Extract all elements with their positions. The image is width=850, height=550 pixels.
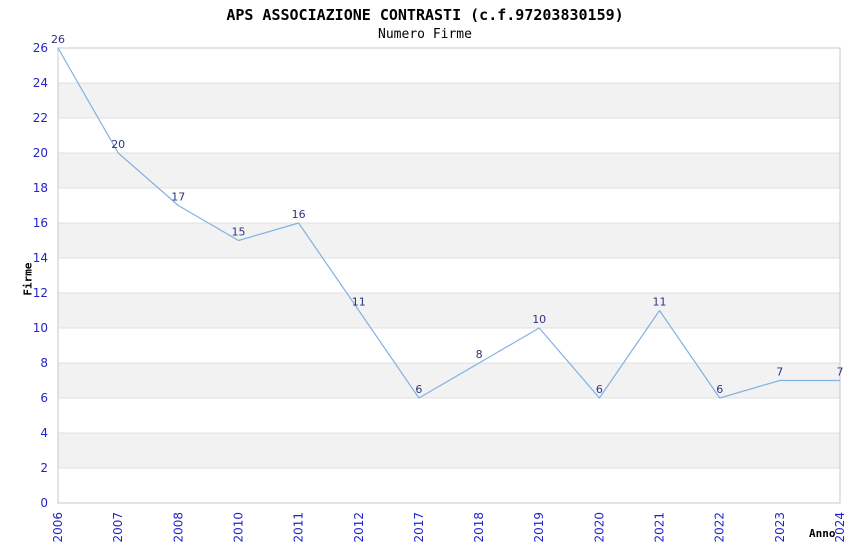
x-tick-label: 2010	[231, 512, 245, 543]
x-tick-label: 2011	[292, 512, 306, 543]
plot-border	[57, 47, 841, 504]
chart-title: APS ASSOCIAZIONE CONTRASTI (c.f.97203830…	[226, 6, 624, 24]
point-value-label: 8	[476, 348, 483, 361]
x-tick-label: 2021	[653, 512, 667, 543]
x-tick-label: 2017	[412, 512, 426, 543]
y-tick-label: 8	[40, 356, 48, 370]
plot-band-stripe	[58, 223, 840, 258]
y-tick-label: 6	[40, 391, 48, 405]
x-tick-label: 2020	[592, 512, 606, 543]
x-tick-label: 2006	[51, 512, 65, 543]
point-value-label: 10	[532, 313, 546, 326]
x-tick-label: 2023	[773, 512, 787, 543]
point-value-label: 7	[776, 366, 783, 379]
point-value-label: 20	[111, 138, 125, 151]
x-tick-label: 2007	[111, 512, 125, 543]
point-value-label: 16	[292, 208, 306, 221]
point-value-label: 11	[352, 296, 366, 309]
point-value-label: 26	[51, 33, 65, 46]
point-value-label: 7	[837, 366, 844, 379]
point-value-label: 15	[232, 226, 246, 239]
point-value-label: 6	[415, 383, 422, 396]
chart-subtitle: Numero Firme	[378, 27, 472, 42]
x-tick-label: 2019	[532, 512, 546, 543]
y-tick-label: 18	[33, 181, 48, 195]
x-tick-label: 2012	[352, 512, 366, 543]
point-value-label: 11	[653, 296, 667, 309]
y-tick-label: 14	[33, 251, 48, 265]
plot-band-stripe	[58, 153, 840, 188]
y-tick-label: 2	[40, 461, 48, 475]
point-value-label: 17	[171, 191, 185, 204]
y-tick-label: 26	[33, 41, 48, 55]
data-line-firme	[57, 47, 841, 399]
x-tick-label: 2018	[472, 512, 486, 543]
y-tick-label: 16	[33, 216, 48, 230]
x-axis-title: Anno	[809, 527, 836, 540]
plot-band-stripe	[58, 293, 840, 328]
x-tick-label: 2008	[171, 512, 185, 543]
y-tick-label: 10	[33, 321, 48, 335]
y-tick-label: 12	[33, 286, 48, 300]
y-tick-label: 4	[40, 426, 48, 440]
point-value-label: 6	[716, 383, 723, 396]
x-tick-label: 2024	[833, 512, 847, 543]
y-tick-label: 24	[33, 76, 48, 90]
y-tick-label: 22	[33, 111, 48, 125]
y-tick-label: 20	[33, 146, 48, 160]
plot-band-stripe	[58, 83, 840, 118]
y-tick-label: 0	[40, 496, 48, 510]
plot-band-stripe	[58, 433, 840, 468]
point-value-label: 6	[596, 383, 603, 396]
x-tick-label: 2022	[713, 512, 727, 543]
y-axis-title: Firme	[21, 262, 35, 296]
